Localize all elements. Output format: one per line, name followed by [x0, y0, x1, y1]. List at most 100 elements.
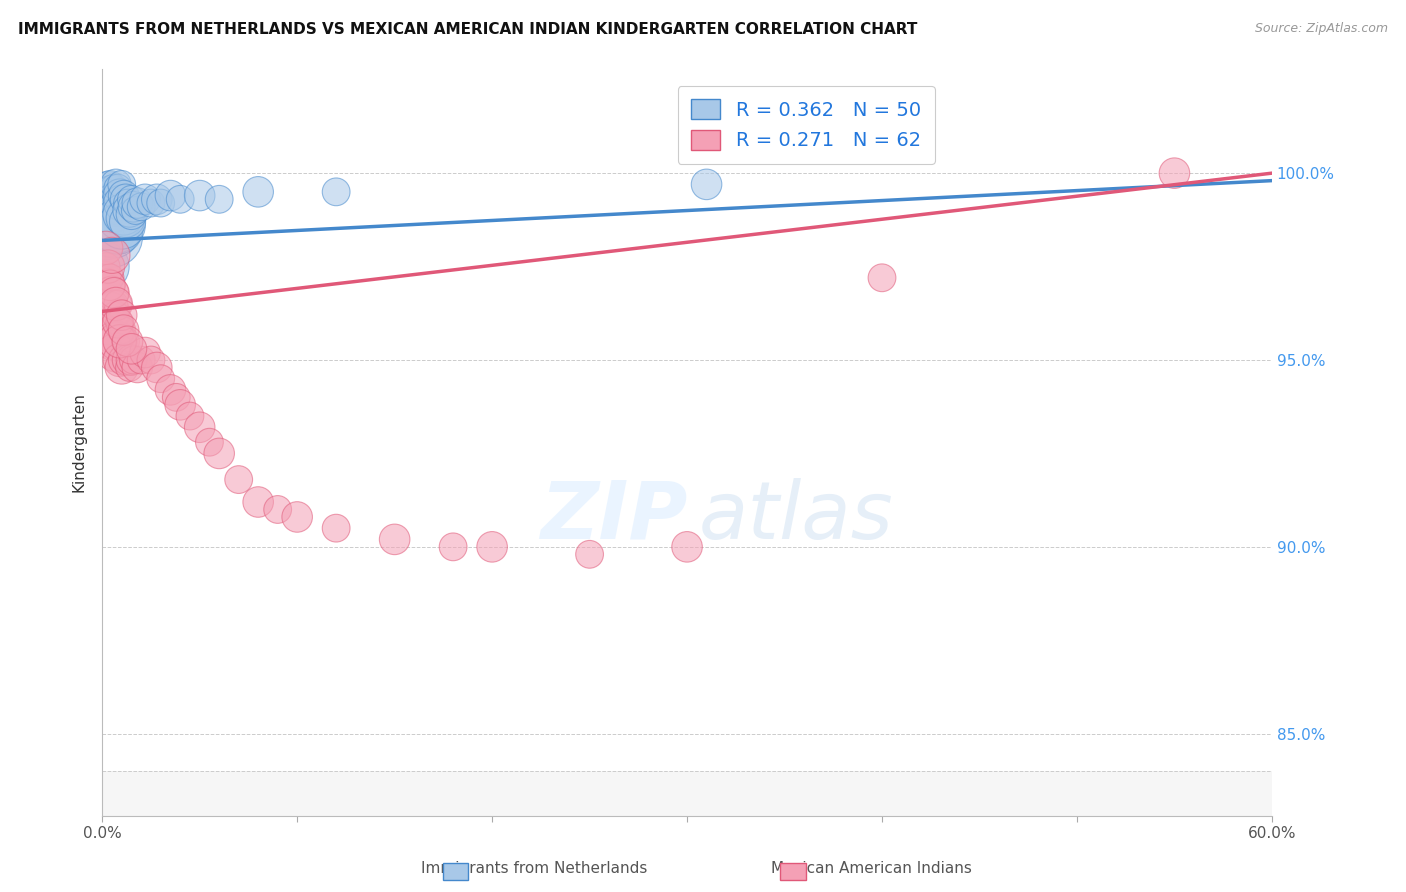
Point: [384, 533, 406, 547]
Point: [112, 207, 135, 221]
Point: [103, 226, 125, 240]
Point: [101, 203, 124, 218]
Point: [104, 196, 127, 211]
Point: [117, 215, 139, 229]
Point: [129, 353, 152, 368]
Point: [114, 192, 136, 206]
Point: [169, 398, 191, 412]
Point: [112, 188, 135, 202]
Point: [247, 495, 270, 509]
Point: [111, 308, 134, 322]
Point: [98, 278, 121, 293]
Point: [104, 308, 127, 322]
Point: [97, 222, 120, 236]
Point: [97, 278, 120, 293]
Point: [134, 192, 156, 206]
Point: [93, 260, 115, 274]
Point: [107, 200, 129, 214]
Point: [120, 207, 142, 221]
Point: [111, 323, 134, 337]
Bar: [103, 771, 1272, 816]
Point: [114, 334, 136, 349]
Point: [122, 353, 145, 368]
Point: [870, 270, 893, 285]
Point: [111, 219, 134, 233]
Point: [188, 420, 211, 434]
Point: [118, 360, 141, 375]
Point: [107, 316, 129, 330]
Point: [117, 196, 139, 211]
Point: [101, 248, 124, 262]
Point: [146, 192, 169, 206]
Point: [325, 521, 347, 535]
Point: [1163, 166, 1185, 180]
Point: [101, 185, 124, 199]
Point: [97, 196, 120, 211]
Point: [127, 360, 149, 375]
Point: [285, 510, 308, 524]
Point: [111, 360, 134, 375]
Point: [208, 192, 231, 206]
Point: [93, 270, 115, 285]
Point: [139, 196, 162, 211]
Point: [120, 353, 142, 368]
Point: [122, 200, 145, 214]
Point: [107, 181, 129, 195]
Point: [104, 345, 127, 359]
Point: [98, 192, 121, 206]
Point: [208, 446, 231, 460]
Text: atlas: atlas: [699, 478, 893, 556]
Point: [107, 297, 129, 311]
Point: [118, 203, 141, 218]
Point: [134, 345, 156, 359]
Point: [578, 547, 600, 561]
Point: [101, 285, 124, 300]
Point: [149, 196, 172, 211]
Point: [159, 383, 181, 397]
Point: [103, 297, 125, 311]
Point: [146, 360, 169, 375]
Point: [94, 234, 117, 248]
Point: [120, 342, 142, 356]
Point: [98, 270, 121, 285]
Point: [117, 353, 139, 368]
Point: [107, 222, 129, 236]
Text: Source: ZipAtlas.com: Source: ZipAtlas.com: [1254, 22, 1388, 36]
Point: [325, 185, 347, 199]
Point: [149, 372, 172, 386]
Point: [103, 285, 125, 300]
Point: [481, 540, 503, 554]
Point: [111, 196, 134, 211]
Point: [696, 178, 718, 192]
Point: [94, 241, 117, 255]
Point: [127, 196, 149, 211]
Point: [228, 473, 250, 487]
Point: [104, 297, 127, 311]
Point: [103, 334, 125, 349]
Point: [98, 178, 121, 192]
Point: [97, 181, 120, 195]
Point: [165, 390, 187, 404]
Point: [159, 188, 181, 202]
Point: [108, 353, 131, 368]
Point: [98, 211, 121, 225]
Point: [104, 219, 127, 233]
Point: [117, 334, 139, 349]
Point: [179, 409, 201, 423]
Point: [247, 185, 270, 199]
Point: [188, 188, 211, 202]
Point: [108, 316, 131, 330]
Point: [101, 229, 124, 244]
Point: [104, 178, 127, 192]
Point: [441, 540, 464, 554]
Point: [114, 211, 136, 225]
Point: [108, 188, 131, 202]
Text: Mexican American Indians: Mexican American Indians: [772, 861, 972, 876]
Point: [98, 304, 121, 318]
Point: [124, 203, 146, 218]
Point: [103, 200, 125, 214]
Text: IMMIGRANTS FROM NETHERLANDS VS MEXICAN AMERICAN INDIAN KINDERGARTEN CORRELATION : IMMIGRANTS FROM NETHERLANDS VS MEXICAN A…: [18, 22, 918, 37]
Point: [129, 200, 152, 214]
Point: [112, 353, 135, 368]
Point: [676, 540, 699, 554]
